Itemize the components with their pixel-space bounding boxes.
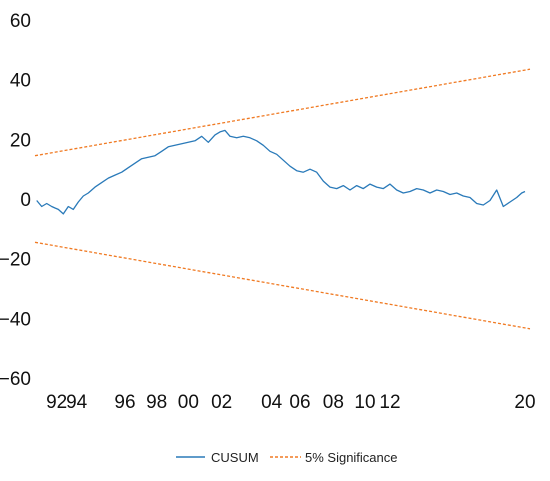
y-tick-label: −40: [0, 309, 31, 330]
upper-significance-line: [34, 68, 531, 157]
x-tick-label: 02: [211, 392, 232, 413]
x-tick-label: 96: [114, 392, 135, 413]
x-tick-label: 10: [354, 392, 375, 413]
x-tick-label: 12: [379, 392, 400, 413]
series-layer: [34, 68, 531, 330]
y-tick-label: −20: [0, 250, 31, 271]
lower-significance-line: [34, 241, 531, 330]
x-tick-label: 08: [323, 392, 344, 413]
x-tick-label: 98: [146, 392, 167, 413]
legend-label-significance: 5% Significance: [305, 450, 398, 465]
cusum-line: [36, 129, 526, 215]
x-tick-label: 94: [66, 392, 88, 413]
x-tick-label: 06: [289, 392, 310, 413]
legend-label-cusum: CUSUM: [211, 450, 259, 465]
x-tick-label: 92: [46, 392, 67, 413]
y-tick-label: −60: [0, 369, 31, 390]
y-tick-label: 40: [10, 71, 31, 92]
legend: CUSUM 5% Significance: [176, 450, 398, 465]
x-tick-label: 00: [178, 392, 199, 413]
y-tick-label: 60: [10, 11, 31, 32]
y-axis-ticks: 60 40 20 0 −20 −40 −60: [0, 11, 31, 390]
y-tick-label: 20: [10, 130, 31, 151]
x-tick-label: 04: [261, 392, 283, 413]
y-tick-label: 0: [20, 190, 31, 211]
x-tick-label: 20: [514, 392, 535, 413]
